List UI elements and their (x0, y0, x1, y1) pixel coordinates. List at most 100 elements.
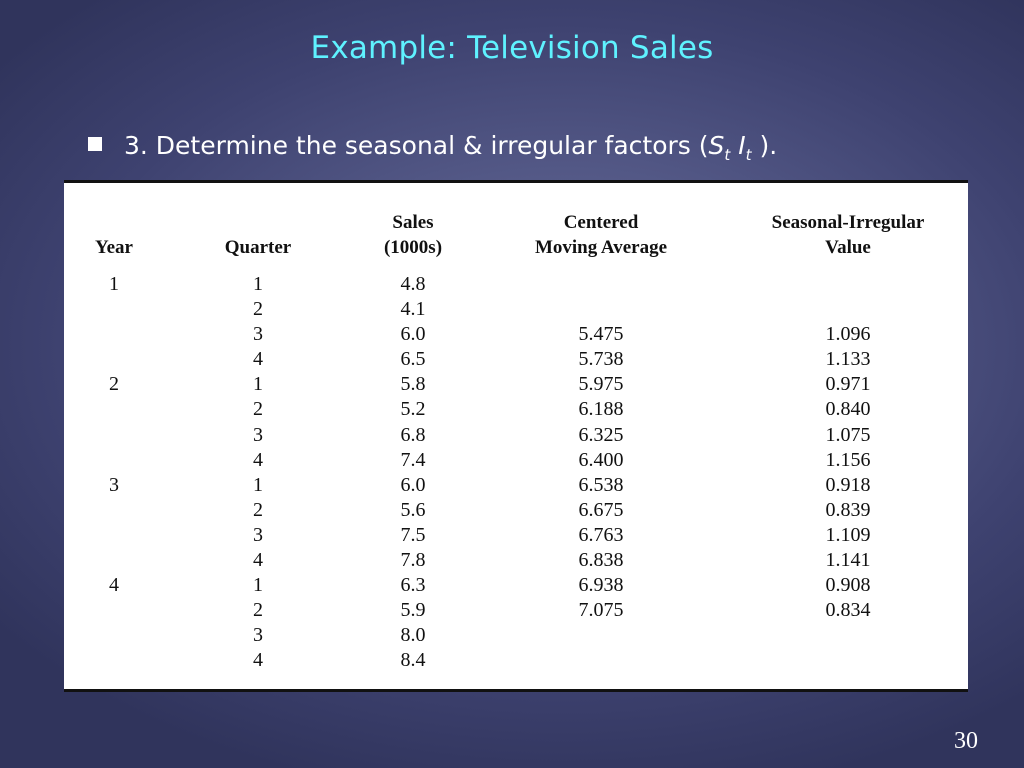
year-cell (64, 498, 164, 523)
seasonal-irregular-cell: 0.834 (825, 599, 871, 622)
sales-cell: 8.0 (400, 624, 426, 647)
quarter-cell: 1 (253, 574, 263, 597)
slide-title: Example: Television Sales (310, 30, 714, 66)
moving-average-cell (474, 297, 728, 322)
sales-cell: 6.3 (400, 574, 426, 597)
year-cell (64, 448, 164, 473)
seasonal-irregular-cell: 1.096 (825, 323, 871, 346)
table-row: 3 6.8 6.325 1.075 (64, 423, 968, 448)
seasonal-irregular-cell: 1.141 (825, 549, 871, 572)
table-row: 4 7.8 6.838 1.141 (64, 548, 968, 573)
sales-cell: 5.6 (400, 498, 426, 521)
sales-cell: 5.8 (400, 373, 426, 396)
year-cell: 3 (109, 473, 119, 496)
quarter-cell: 1 (253, 273, 263, 295)
header-year: Year (95, 237, 133, 258)
seasonal-symbol: S (708, 131, 725, 160)
table-row: 2 1 5.8 5.975 0.971 (64, 372, 968, 397)
table-body: 1 1 4.8 2 4.1 3 6.0 5.475 1.096 4 6.5 5.738 1.133 2 1 5… (64, 272, 968, 674)
quarter-cell: 2 (253, 498, 263, 521)
square-bullet-icon (88, 137, 102, 151)
sales-cell: 7.4 (400, 448, 426, 471)
year-cell (64, 423, 164, 448)
sales-cell: 6.0 (400, 323, 426, 346)
sales-cell: 5.2 (400, 398, 426, 421)
moving-average-cell: 6.538 (578, 473, 624, 496)
year-cell (64, 347, 164, 372)
seasonal-subscript: t (724, 146, 731, 164)
seasonal-irregular-cell: 0.918 (825, 473, 871, 496)
year-cell (64, 623, 164, 648)
moving-average-cell (474, 272, 728, 297)
seasonal-irregular-cell: 0.839 (825, 498, 871, 521)
seasonal-irregular-cell (728, 272, 968, 297)
seasonal-irregular-cell: 0.840 (825, 398, 871, 421)
year-cell (64, 322, 164, 347)
seasonal-irregular-cell: 1.075 (825, 423, 871, 446)
moving-average-cell: 6.838 (578, 549, 624, 572)
table-row: 2 5.9 7.075 0.834 (64, 598, 968, 623)
moving-average-cell (474, 623, 728, 648)
table-row: 2 5.2 6.188 0.840 (64, 397, 968, 422)
sales-cell: 4.8 (400, 273, 426, 295)
sales-cell: 6.8 (400, 423, 426, 446)
quarter-cell: 3 (253, 523, 263, 546)
sales-cell: 4.1 (400, 298, 426, 321)
sales-cell: 8.4 (400, 649, 426, 672)
bullet-text-main: 3. Determine the seasonal & irregular fa… (124, 131, 709, 160)
year-cell (64, 648, 164, 673)
table-row: 4 8.4 (64, 648, 968, 673)
table-row: 4 1 6.3 6.938 0.908 (64, 573, 968, 598)
quarter-cell: 3 (253, 423, 263, 446)
moving-average-cell (474, 648, 728, 673)
quarter-cell: 4 (253, 549, 263, 572)
bullet-text: 3. Determine the seasonal & irregular fa… (124, 131, 778, 164)
table-row: 2 5.6 6.675 0.839 (64, 498, 968, 523)
quarter-cell: 3 (253, 323, 263, 346)
seasonal-irregular-cell (728, 623, 968, 648)
table-row: 3 1 6.0 6.538 0.918 (64, 473, 968, 498)
year-cell (64, 598, 164, 623)
sales-cell: 6.5 (400, 348, 426, 371)
year-cell (64, 548, 164, 573)
header-sales: Sales (1000s) (383, 212, 443, 258)
moving-average-cell: 5.475 (578, 323, 624, 346)
seasonal-irregular-cell (728, 297, 968, 322)
irregular-symbol: I (738, 131, 746, 160)
quarter-cell: 3 (253, 624, 263, 647)
quarter-cell: 4 (253, 348, 263, 371)
quarter-cell: 4 (253, 649, 263, 672)
seasonal-irregular-cell: 1.156 (825, 448, 871, 471)
quarter-cell: 2 (253, 298, 263, 321)
bullet-text-suffix: ). (751, 131, 778, 160)
table-row: 2 4.1 (64, 297, 968, 322)
moving-average-cell: 6.763 (578, 523, 624, 546)
header-seasonal-irregular-value: Seasonal-Irregular Value (771, 212, 925, 258)
sales-cell: 7.8 (400, 549, 426, 572)
moving-average-cell: 5.975 (578, 373, 624, 396)
seasonal-irregular-cell: 1.109 (825, 523, 871, 546)
quarter-cell: 4 (253, 448, 263, 471)
moving-average-cell: 6.325 (578, 423, 624, 446)
seasonal-irregular-cell (728, 648, 968, 673)
header-quarter: Quarter (224, 237, 292, 258)
table-row: 1 1 4.8 (64, 272, 968, 297)
moving-average-cell: 6.188 (578, 398, 624, 421)
moving-average-cell: 5.738 (578, 348, 624, 371)
table-row: 4 6.5 5.738 1.133 (64, 347, 968, 372)
table-row: 3 8.0 (64, 623, 968, 648)
seasonal-irregular-cell: 0.971 (825, 373, 871, 396)
table-row: 3 7.5 6.763 1.109 (64, 523, 968, 548)
seasonal-irregular-cell: 0.908 (825, 574, 871, 597)
irregular-subscript: t (745, 146, 752, 164)
year-cell (64, 523, 164, 548)
year-cell: 4 (109, 574, 119, 597)
quarter-cell: 2 (253, 599, 263, 622)
header-centered-moving-average: Centered Moving Average (534, 212, 668, 258)
year-cell: 2 (109, 373, 119, 396)
data-table-panel: Year Quarter Sales (1000s) Centered Moving… (64, 180, 968, 692)
television-sales-table: Year Quarter Sales (1000s) Centered Moving… (64, 210, 968, 674)
year-cell (64, 397, 164, 422)
bullet-item: 3. Determine the seasonal & irregular fa… (88, 131, 777, 164)
year-cell: 1 (109, 273, 119, 295)
